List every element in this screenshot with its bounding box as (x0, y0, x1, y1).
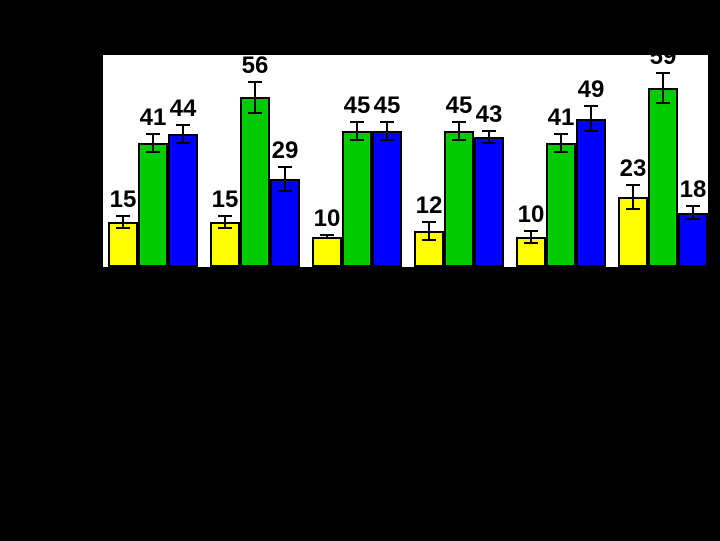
errorbar-cap (554, 133, 568, 135)
errorbar-stem (662, 73, 664, 103)
errorbar-cap (218, 215, 232, 217)
bar-value-label: 41 (548, 104, 575, 132)
bar (138, 143, 168, 267)
errorbar-cap (218, 227, 232, 229)
bar-value-label: 45 (344, 92, 371, 120)
bar-value-label: 59 (650, 43, 677, 71)
bar (546, 143, 576, 267)
bar (342, 131, 372, 267)
bar-value-label: 49 (578, 76, 605, 104)
errorbar-cap (656, 102, 670, 104)
bar-value-label: 12 (416, 192, 443, 220)
bar (474, 137, 504, 267)
errorbar-cap (176, 124, 190, 126)
bar-value-label: 41 (140, 104, 167, 132)
errorbar-stem (254, 82, 256, 112)
errorbar-cap (482, 142, 496, 144)
bar-value-label: 45 (374, 92, 401, 120)
errorbar-stem (560, 134, 562, 152)
x-axis-line (100, 267, 708, 270)
errorbar-cap (554, 151, 568, 153)
bar (648, 88, 678, 267)
errorbar-stem (284, 167, 286, 191)
errorbar-cap (686, 205, 700, 207)
bar (576, 119, 606, 267)
bar-value-label: 10 (518, 201, 545, 229)
errorbar-stem (182, 125, 184, 143)
errorbar-cap (116, 215, 130, 217)
errorbar-cap (116, 227, 130, 229)
bar (372, 131, 402, 267)
errorbar-stem (632, 185, 634, 209)
errorbar-cap (248, 112, 262, 114)
bar (678, 213, 708, 268)
errorbar-stem (428, 222, 430, 240)
bar (312, 237, 342, 267)
errorbar-stem (458, 122, 460, 140)
bar (168, 134, 198, 267)
bar (270, 179, 300, 267)
bar-value-label: 56 (242, 52, 269, 80)
errorbar-cap (422, 221, 436, 223)
bar-value-label: 23 (620, 155, 647, 183)
bar-value-label: 43 (476, 101, 503, 129)
errorbar-cap (278, 190, 292, 192)
errorbar-cap (524, 230, 538, 232)
errorbar-cap (524, 242, 538, 244)
bar (444, 131, 474, 267)
errorbar-stem (590, 106, 592, 130)
errorbar-cap (584, 105, 598, 107)
bar-value-label: 44 (170, 95, 197, 123)
bar-chart: 154144155629104545124543104149235918 (0, 0, 720, 541)
errorbar-cap (422, 239, 436, 241)
bar-value-label: 10 (314, 205, 341, 233)
bar-value-label: 15 (212, 186, 239, 214)
errorbar-cap (452, 139, 466, 141)
bar (240, 97, 270, 267)
errorbar-cap (176, 142, 190, 144)
errorbar-stem (356, 122, 358, 140)
errorbar-cap (278, 166, 292, 168)
bar-value-label: 15 (110, 186, 137, 214)
errorbar-cap (482, 130, 496, 132)
y-axis-line (100, 55, 103, 270)
bar-value-label: 29 (272, 137, 299, 165)
errorbar-cap (584, 130, 598, 132)
errorbar-stem (152, 134, 154, 152)
errorbar-stem (386, 122, 388, 140)
errorbar-cap (146, 133, 160, 135)
errorbar-cap (248, 81, 262, 83)
errorbar-cap (320, 234, 334, 236)
errorbar-cap (320, 237, 334, 239)
errorbar-cap (452, 121, 466, 123)
errorbar-cap (146, 151, 160, 153)
errorbar-cap (686, 218, 700, 220)
errorbar-cap (380, 121, 394, 123)
errorbar-cap (350, 139, 364, 141)
bar-value-label: 18 (680, 176, 707, 204)
errorbar-cap (350, 121, 364, 123)
bar-value-label: 45 (446, 92, 473, 120)
errorbar-cap (380, 139, 394, 141)
errorbar-cap (626, 208, 640, 210)
plot-area: 154144155629104545124543104149235918 (100, 55, 708, 270)
errorbar-cap (626, 184, 640, 186)
errorbar-cap (656, 72, 670, 74)
